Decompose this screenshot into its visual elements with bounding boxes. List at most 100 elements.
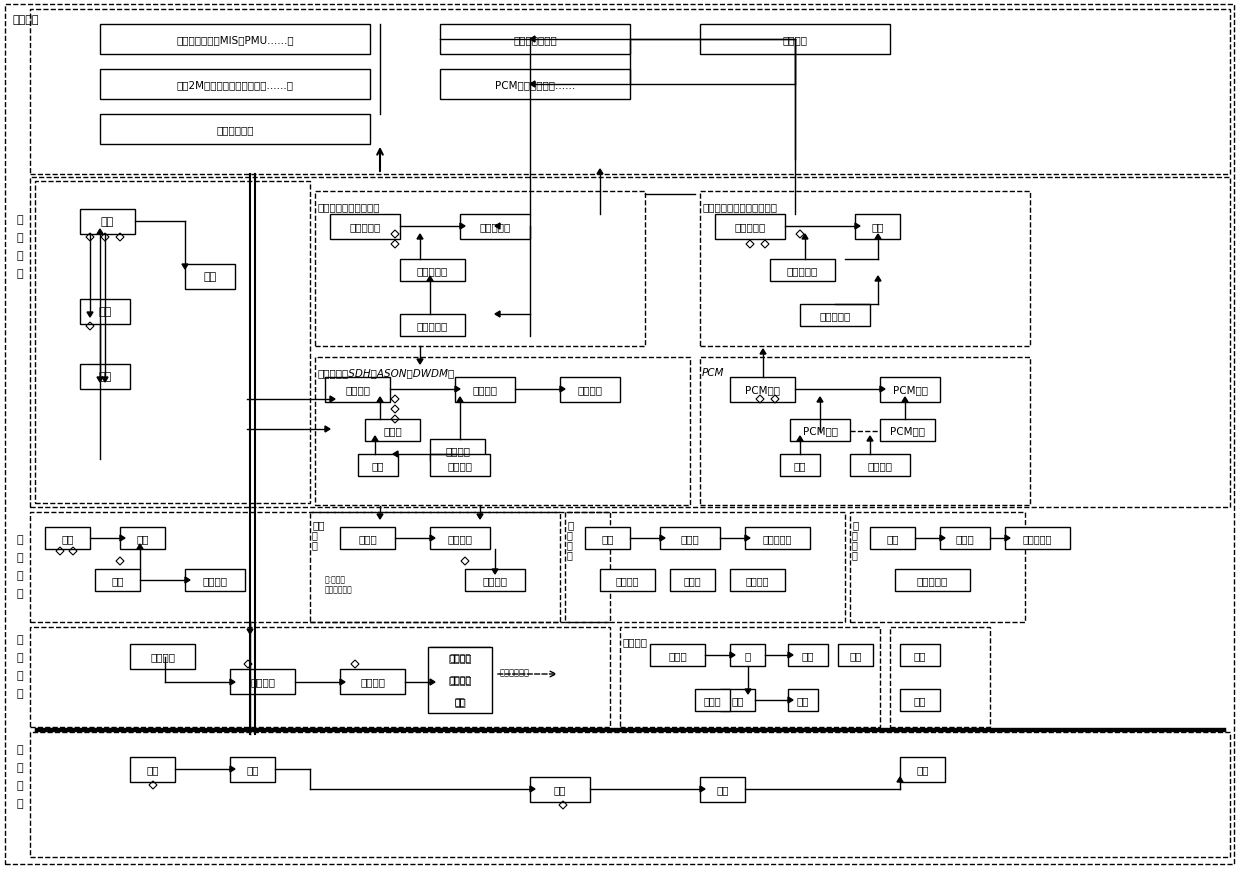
Text: 资: 资 — [567, 540, 572, 549]
Text: 电源模块: 电源模块 — [361, 677, 385, 687]
Polygon shape — [788, 697, 793, 703]
FancyBboxPatch shape — [430, 669, 489, 689]
Polygon shape — [230, 766, 235, 773]
FancyBboxPatch shape — [95, 569, 140, 591]
Text: 熔断: 熔断 — [455, 696, 466, 706]
Text: 电: 电 — [852, 520, 859, 529]
Text: 电缆段: 电缆段 — [955, 534, 974, 543]
Text: 机房: 机房 — [554, 785, 566, 794]
Polygon shape — [97, 377, 103, 382]
Polygon shape — [120, 535, 125, 541]
Text: 拓扑: 拓扑 — [98, 307, 112, 317]
Polygon shape — [427, 276, 432, 282]
Polygon shape — [530, 82, 535, 88]
Text: 缆: 缆 — [567, 529, 572, 540]
Polygon shape — [730, 653, 735, 658]
FancyBboxPatch shape — [230, 757, 275, 782]
Text: 组: 组 — [16, 570, 24, 580]
Text: 传输段: 传输段 — [383, 426, 401, 435]
Text: 调度行程控业务: 调度行程控业务 — [513, 35, 556, 45]
Polygon shape — [745, 689, 751, 694]
Polygon shape — [897, 777, 903, 782]
FancyBboxPatch shape — [325, 377, 390, 402]
Text: 电源开关: 电源开关 — [450, 676, 471, 685]
Text: 机柜: 机柜 — [61, 534, 74, 543]
FancyBboxPatch shape — [1005, 527, 1070, 549]
Text: 光芯段: 光芯段 — [684, 575, 701, 586]
Polygon shape — [880, 387, 885, 393]
Polygon shape — [597, 169, 603, 175]
Text: 电缆: 电缆 — [886, 534, 898, 543]
Text: 交换网网元: 交换网网元 — [819, 310, 851, 321]
FancyBboxPatch shape — [900, 757, 945, 782]
Text: 源: 源 — [16, 688, 24, 698]
FancyBboxPatch shape — [430, 691, 489, 711]
FancyBboxPatch shape — [130, 644, 195, 669]
Text: 数据网拓补: 数据网拓补 — [416, 266, 449, 275]
Text: 数据网系统: 数据网系统 — [349, 222, 380, 232]
Text: PCM系统: PCM系统 — [745, 385, 781, 395]
FancyBboxPatch shape — [838, 644, 873, 667]
Text: 数据网网元: 数据网网元 — [416, 321, 449, 330]
Polygon shape — [660, 535, 665, 541]
Text: 各类电源设备: 各类电源设备 — [501, 667, 530, 676]
Text: 入井: 入井 — [849, 650, 862, 660]
Text: 管道杆路: 管道杆路 — [622, 636, 647, 647]
FancyBboxPatch shape — [715, 215, 786, 240]
Text: 逻: 逻 — [16, 215, 24, 225]
Polygon shape — [875, 276, 881, 282]
Polygon shape — [138, 544, 142, 549]
Polygon shape — [530, 786, 535, 792]
FancyBboxPatch shape — [781, 454, 820, 476]
Text: 通信业务: 通信业务 — [12, 15, 38, 25]
FancyBboxPatch shape — [400, 260, 465, 282]
Polygon shape — [330, 396, 335, 402]
FancyBboxPatch shape — [695, 689, 730, 711]
Text: 子管: 子管 — [731, 695, 743, 705]
FancyBboxPatch shape — [720, 689, 755, 711]
FancyBboxPatch shape — [900, 689, 940, 711]
FancyBboxPatch shape — [430, 647, 489, 667]
Text: 时隙交义: 时隙交义 — [447, 461, 472, 470]
Text: PCM网元: PCM网元 — [890, 426, 926, 435]
Text: 配线: 配线 — [312, 520, 325, 529]
Text: 系统: 系统 — [100, 217, 114, 227]
Polygon shape — [457, 397, 463, 402]
Polygon shape — [867, 436, 873, 441]
FancyBboxPatch shape — [530, 777, 590, 802]
Polygon shape — [377, 514, 383, 520]
Text: 传输2M复用业务（保护、稳控......）: 传输2M复用业务（保护、稳控......） — [176, 80, 294, 90]
Text: 子孔: 子孔 — [797, 695, 809, 705]
Text: 电接头设备: 电接头设备 — [917, 575, 948, 586]
Text: 件: 件 — [16, 269, 24, 279]
Polygon shape — [802, 235, 808, 240]
Text: 注:连接光
纤的设备端口: 注:连接光 纤的设备端口 — [325, 574, 353, 594]
Polygon shape — [339, 680, 344, 686]
Text: 光缆段: 光缆段 — [680, 534, 699, 543]
FancyBboxPatch shape — [339, 527, 395, 549]
Polygon shape — [247, 629, 253, 634]
Polygon shape — [97, 229, 103, 235]
FancyBboxPatch shape — [895, 569, 970, 591]
FancyBboxPatch shape — [230, 669, 295, 694]
Text: 设备端口: 设备端口 — [202, 575, 228, 586]
FancyBboxPatch shape — [730, 644, 764, 667]
FancyBboxPatch shape — [600, 569, 655, 591]
Text: 光传输网（SDH、ASON、DWDM）: 光传输网（SDH、ASON、DWDM） — [317, 368, 455, 377]
Text: 资: 资 — [16, 780, 24, 790]
Text: 时隙交义: 时隙交义 — [867, 461, 892, 470]
FancyBboxPatch shape — [700, 777, 745, 802]
Polygon shape — [700, 786, 705, 792]
Polygon shape — [460, 223, 465, 229]
Polygon shape — [87, 313, 93, 318]
FancyBboxPatch shape — [870, 527, 914, 549]
Polygon shape — [496, 312, 501, 318]
Text: 机柜: 机柜 — [917, 765, 929, 774]
Text: 电源端子: 电源端子 — [450, 653, 471, 663]
Text: 资: 资 — [312, 529, 318, 540]
Polygon shape — [230, 680, 235, 686]
Text: 配线模块: 配线模块 — [447, 534, 472, 543]
Text: 配线架: 配线架 — [358, 534, 377, 543]
Text: 管道段: 管道段 — [668, 650, 686, 660]
Text: 其他业务: 其他业务 — [783, 35, 808, 45]
